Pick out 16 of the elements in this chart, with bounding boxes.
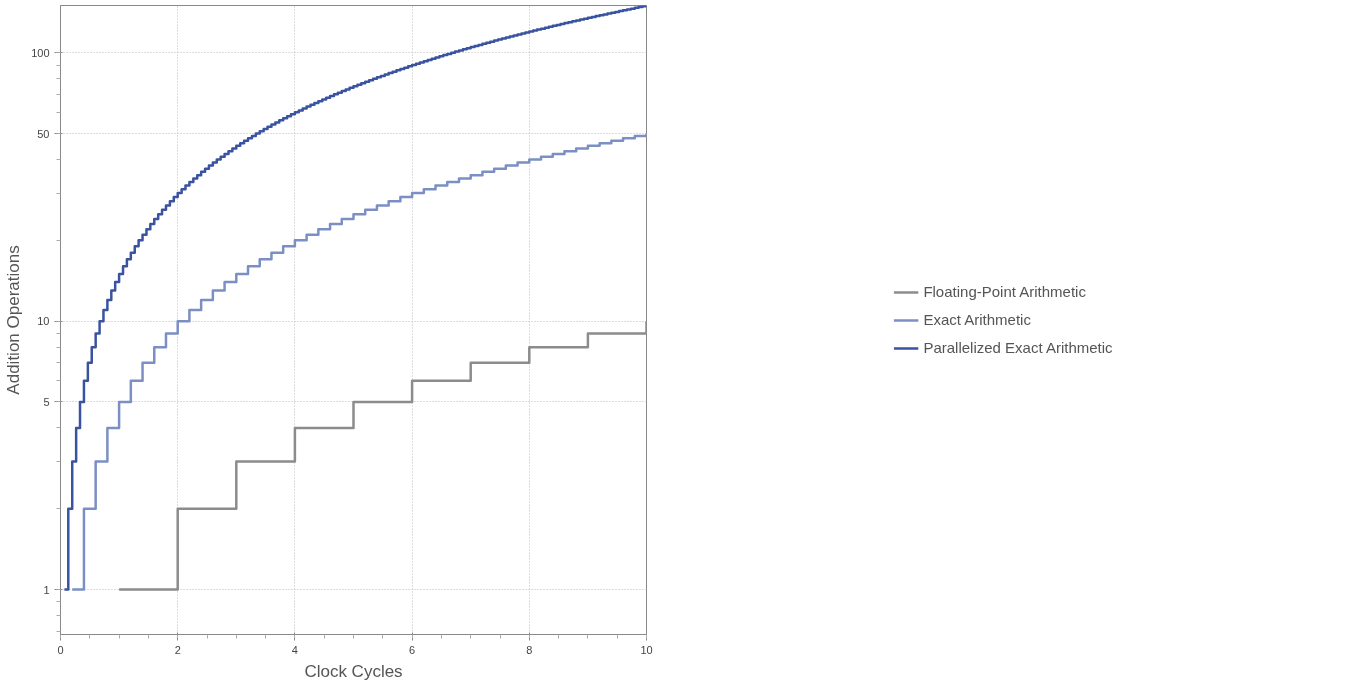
x-tick-label: 4 bbox=[291, 643, 298, 656]
x-tick-label: 0 bbox=[57, 643, 64, 656]
y-tick-label: 5 bbox=[43, 395, 50, 408]
legend-label: Floating-Point Arithmetic bbox=[923, 283, 1086, 300]
x-tick-label: 6 bbox=[409, 643, 416, 656]
y-tick-label: 50 bbox=[37, 127, 50, 140]
x-tick-label: 8 bbox=[526, 643, 533, 656]
y-axis-title: Addition Operations bbox=[4, 245, 24, 395]
y-tick-label: 100 bbox=[31, 46, 50, 59]
x-axis-title: Clock Cycles bbox=[304, 661, 403, 681]
legend-label: Parallelized Exact Arithmetic bbox=[923, 339, 1113, 356]
legend-label: Exact Arithmetic bbox=[923, 311, 1031, 328]
x-tick-label: 10 bbox=[640, 643, 653, 656]
y-tick-label: 1 bbox=[43, 583, 50, 596]
x-tick-label: 2 bbox=[174, 643, 181, 656]
y-tick-label: 10 bbox=[37, 315, 50, 328]
